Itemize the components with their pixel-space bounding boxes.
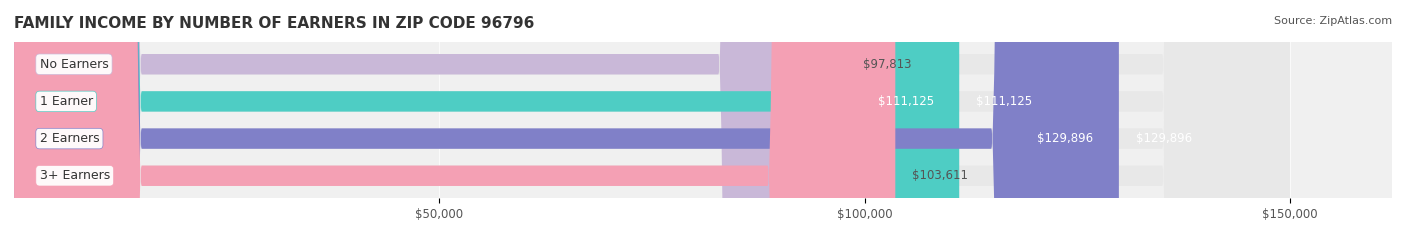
Text: $129,896: $129,896 xyxy=(1136,132,1192,145)
Text: 2 Earners: 2 Earners xyxy=(39,132,100,145)
FancyBboxPatch shape xyxy=(14,0,846,233)
Text: $111,125: $111,125 xyxy=(976,95,1032,108)
Text: $97,813: $97,813 xyxy=(863,58,911,71)
Text: $111,125: $111,125 xyxy=(877,95,934,108)
Text: $103,611: $103,611 xyxy=(912,169,969,182)
Text: 1 Earner: 1 Earner xyxy=(39,95,93,108)
FancyBboxPatch shape xyxy=(14,0,1289,233)
FancyBboxPatch shape xyxy=(14,0,1119,233)
FancyBboxPatch shape xyxy=(14,0,1289,233)
Text: No Earners: No Earners xyxy=(39,58,108,71)
FancyBboxPatch shape xyxy=(14,0,896,233)
FancyBboxPatch shape xyxy=(14,0,1289,233)
FancyBboxPatch shape xyxy=(14,0,959,233)
Text: FAMILY INCOME BY NUMBER OF EARNERS IN ZIP CODE 96796: FAMILY INCOME BY NUMBER OF EARNERS IN ZI… xyxy=(14,16,534,31)
FancyBboxPatch shape xyxy=(14,0,1289,233)
Text: Source: ZipAtlas.com: Source: ZipAtlas.com xyxy=(1274,16,1392,26)
Text: $129,896: $129,896 xyxy=(1038,132,1094,145)
Text: 3+ Earners: 3+ Earners xyxy=(39,169,110,182)
